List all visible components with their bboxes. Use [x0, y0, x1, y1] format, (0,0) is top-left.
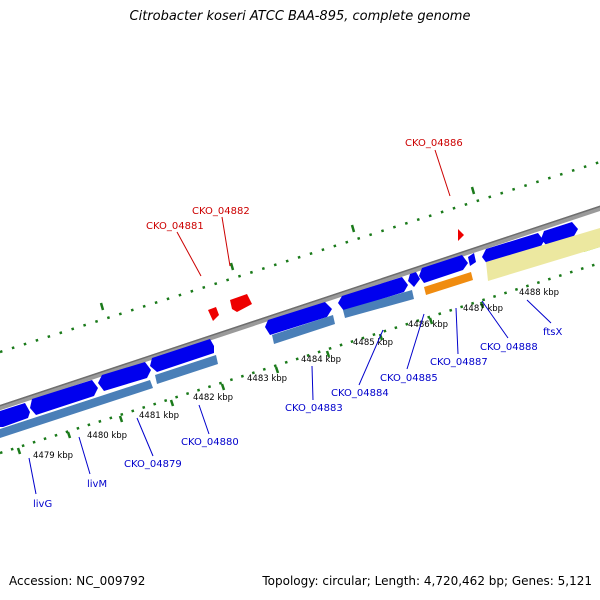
gene-label-CKO_04885[interactable]: CKO_04885: [380, 373, 438, 384]
inner-major-ticks: [16, 301, 485, 455]
gene-ftsX-feature[interactable]: [541, 222, 578, 246]
outer-major-ticks: [99, 186, 476, 311]
gene-label-ftsX[interactable]: ftsX: [543, 327, 562, 338]
kbp-label: 4487 kbp: [463, 304, 503, 314]
gene-CKO_04879-feature[interactable]: [98, 362, 151, 391]
gene-label-CKO_04888[interactable]: CKO_04888: [480, 342, 538, 353]
gene-label-CKO_04881[interactable]: CKO_04881: [146, 221, 204, 232]
kbp-label: 4480 kbp: [87, 431, 127, 441]
kbp-label: 4481 kbp: [139, 411, 179, 421]
gene-CKO_04888-feature[interactable]: [482, 233, 544, 265]
red-features: [208, 229, 464, 321]
kbp-scale-labels: 4479 kbp 4480 kbp 4481 kbp 4482 kbp 4483…: [33, 288, 559, 461]
gene-label-livG[interactable]: livG: [33, 499, 52, 510]
gene-label-CKO_04886[interactable]: CKO_04886: [405, 138, 463, 149]
reverse-strand-genes: [0, 228, 600, 438]
gene-label-CKO_04879[interactable]: CKO_04879: [124, 459, 182, 470]
gene-CKO_04883-feature[interactable]: [265, 302, 332, 335]
gene-livM-feature[interactable]: [30, 380, 98, 415]
blue-gene-labels: livG livM CKO_04879 CKO_04880 CKO_04883 …: [33, 327, 562, 510]
kbp-label: 4479 kbp: [33, 451, 73, 461]
kbp-label: 4485 kbp: [353, 338, 393, 348]
reverse-gene-1[interactable]: [0, 380, 153, 438]
reverse-gene-3[interactable]: [272, 315, 335, 344]
accession-label: Accession: NC_009792: [9, 574, 146, 588]
kbp-label: 4482 kbp: [193, 393, 233, 403]
red-leader-lines: [176, 149, 451, 277]
gene-label-CKO_04883[interactable]: CKO_04883: [285, 403, 343, 414]
gene-CKO_04882-feature[interactable]: [230, 294, 252, 312]
gene-label-livM[interactable]: livM: [87, 479, 107, 490]
gene-label-CKO_04882[interactable]: CKO_04882: [192, 206, 250, 217]
gene-label-CKO_04880[interactable]: CKO_04880: [181, 437, 239, 448]
yellow-feature[interactable]: [486, 228, 600, 281]
gene-CKO_04881-feature[interactable]: [208, 307, 219, 321]
kbp-label: 4484 kbp: [301, 355, 341, 365]
gene-CKO_04886-feature[interactable]: [458, 229, 464, 241]
map-title: Citrobacter koseri ATCC BAA-895, complet…: [129, 9, 471, 24]
kbp-label: 4488 kbp: [519, 288, 559, 298]
gene-CKO_04884-feature[interactable]: [338, 277, 408, 311]
forward-strand-genes: [0, 222, 600, 427]
red-gene-labels: CKO_04881 CKO_04882 CKO_04886: [146, 138, 463, 232]
gene-CKO_04885-feature[interactable]: [408, 272, 420, 287]
orange-feature[interactable]: [424, 272, 473, 295]
kbp-label: 4483 kbp: [247, 374, 287, 384]
inner-scale-ring: [0, 261, 600, 455]
reverse-gene-2[interactable]: [155, 355, 218, 384]
gene-CKO_04887b-feature[interactable]: [468, 253, 476, 266]
genome-backbone: [0, 205, 600, 411]
gene-CKO_04887-feature[interactable]: [419, 255, 468, 283]
gene-label-CKO_04884[interactable]: CKO_04884: [331, 388, 389, 399]
genome-summary: Topology: circular; Length: 4,720,462 bp…: [262, 574, 592, 588]
reverse-gene-4[interactable]: [343, 290, 414, 318]
gene-label-CKO_04887[interactable]: CKO_04887: [430, 357, 488, 368]
outer-scale-ring: [0, 160, 600, 354]
gene-livG-feature[interactable]: [0, 403, 30, 427]
kbp-label: 4486 kbp: [408, 320, 448, 330]
blue-leader-lines: [28, 299, 552, 495]
gene-CKO_04880-feature[interactable]: [150, 339, 214, 372]
